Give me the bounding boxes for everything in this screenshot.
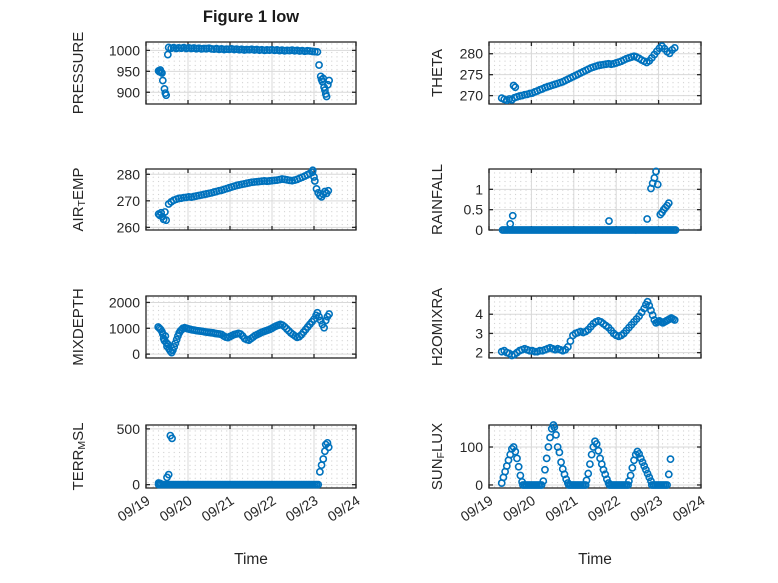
y-tick-labels: 0 1000 2000 xyxy=(109,294,140,362)
svg-text:09/23: 09/23 xyxy=(627,492,665,525)
y-axis-label-sun-flux: SUNFLUX xyxy=(429,423,448,490)
x-axis-label-left: Time xyxy=(234,551,268,568)
data-points xyxy=(154,308,334,357)
svg-text:09/19: 09/19 xyxy=(115,492,153,525)
y-axis-label-mixdepth: MIXDEPTH xyxy=(70,288,87,366)
svg-text:3: 3 xyxy=(475,325,483,341)
subplot-air-temp: 260 270 280 AIRTEMP xyxy=(70,166,357,235)
svg-text:4: 4 xyxy=(475,306,483,322)
axes-box xyxy=(145,295,357,359)
svg-text:950: 950 xyxy=(117,63,141,79)
y-axis-label-terr-msl: TERRMSL xyxy=(70,423,89,491)
svg-text:260: 260 xyxy=(117,219,141,235)
svg-text:0.5: 0.5 xyxy=(464,202,484,218)
y-axis-label-h2omixra: H2OMIXRA xyxy=(429,288,446,366)
svg-text:280: 280 xyxy=(460,46,484,62)
data-points xyxy=(154,431,333,489)
subplot-pressure: 900 950 1000 PRESSURE xyxy=(70,32,357,115)
axes-box xyxy=(488,41,702,105)
svg-text:1000: 1000 xyxy=(109,320,140,336)
subplot-terr-msl: 0 500 TERRMSL 09/19 09/20 09/21 09/22 09/23 09/2… xyxy=(70,421,363,525)
y-tick-labels: 0 500 xyxy=(117,421,141,493)
svg-text:09/19: 09/19 xyxy=(458,492,496,525)
svg-text:09/21: 09/21 xyxy=(542,492,580,525)
axes-box xyxy=(145,168,357,231)
y-axis-label-air-temp: AIRTEMP xyxy=(70,168,89,232)
y-tick-labels: 0 100 xyxy=(460,439,484,493)
svg-text:1: 1 xyxy=(475,181,483,197)
svg-text:0: 0 xyxy=(475,222,483,238)
subplot-h2omixra: 2 3 4 H2OMIXRA xyxy=(429,288,702,366)
svg-text:2: 2 xyxy=(475,345,483,361)
svg-text:09/24: 09/24 xyxy=(670,492,708,525)
svg-text:2000: 2000 xyxy=(109,294,140,310)
svg-text:275: 275 xyxy=(460,67,484,83)
svg-text:270: 270 xyxy=(460,88,484,104)
axes-box xyxy=(488,295,702,359)
subplot-mixdepth: 0 1000 2000 MIXDEPTH xyxy=(70,288,357,366)
svg-text:09/21: 09/21 xyxy=(199,492,237,525)
svg-text:500: 500 xyxy=(117,421,141,437)
svg-text:280: 280 xyxy=(117,166,141,182)
data-points xyxy=(497,421,675,489)
data-points xyxy=(154,43,334,101)
svg-text:09/24: 09/24 xyxy=(325,492,363,525)
svg-text:09/22: 09/22 xyxy=(241,492,279,525)
x-tick-labels: 09/19 09/20 09/21 09/22 09/23 09/24 xyxy=(115,492,363,525)
svg-text:0: 0 xyxy=(132,477,140,493)
svg-text:1000: 1000 xyxy=(109,42,140,58)
y-tick-labels: 00.51 xyxy=(464,181,484,238)
svg-text:900: 900 xyxy=(117,84,141,100)
y-axis-label-pressure: PRESSURE xyxy=(70,32,87,115)
svg-text:09/22: 09/22 xyxy=(585,492,623,525)
svg-text:0: 0 xyxy=(475,477,483,493)
subplot-theta: 270 275 280 THETA xyxy=(429,41,702,105)
y-tick-labels: 260 270 280 xyxy=(117,166,141,235)
y-axis-label-rainfall: RAINFALL xyxy=(429,164,446,235)
data-points xyxy=(498,167,680,234)
svg-text:0: 0 xyxy=(132,346,140,362)
axes-box xyxy=(488,424,702,489)
figure-title: Figure 1 low xyxy=(202,8,300,26)
axes-box xyxy=(145,41,357,105)
svg-text:100: 100 xyxy=(460,439,484,455)
y-tick-labels: 2 3 4 xyxy=(475,306,483,360)
x-axis-label-right: Time xyxy=(578,551,612,568)
subplot-sun-flux: 0 100 SUNFLUX 09/19 09/20 09/21 09/22 09/23 09/2… xyxy=(429,421,708,525)
data-points xyxy=(497,42,679,105)
y-tick-labels: 900 950 1000 xyxy=(109,42,140,100)
x-tick-labels: 09/19 09/20 09/21 09/22 09/23 09/24 xyxy=(458,492,708,525)
data-points xyxy=(154,166,333,225)
svg-text:09/20: 09/20 xyxy=(157,492,195,525)
y-axis-label-theta: THETA xyxy=(429,49,446,97)
svg-text:09/20: 09/20 xyxy=(500,492,538,525)
svg-text:270: 270 xyxy=(117,193,141,209)
data-points xyxy=(497,297,679,360)
svg-text:09/23: 09/23 xyxy=(283,492,321,525)
y-tick-labels: 270 275 280 xyxy=(460,46,484,104)
